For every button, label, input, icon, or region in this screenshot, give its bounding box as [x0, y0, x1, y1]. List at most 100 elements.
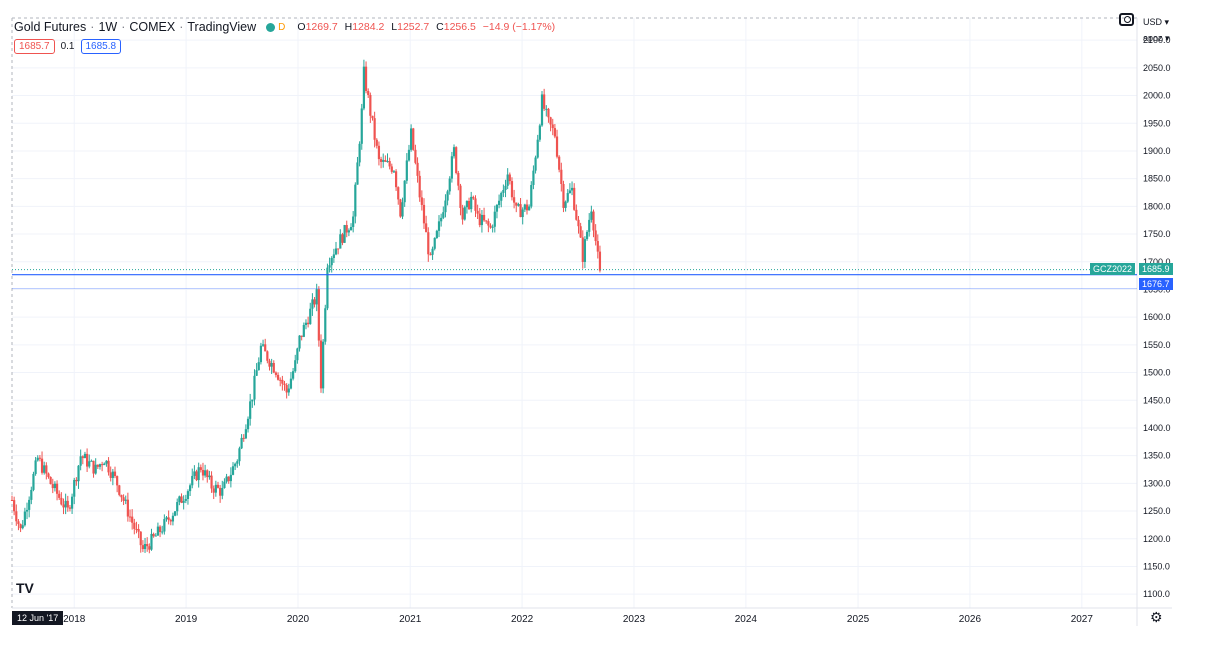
candle-body [307, 322, 310, 325]
interval-label[interactable]: 1W [98, 20, 118, 34]
candle-body [253, 375, 256, 400]
sell-button[interactable]: 1685.7 [14, 39, 55, 54]
candle-body [266, 351, 269, 361]
candle-body [184, 499, 187, 501]
candle-body [156, 526, 160, 536]
candle-body [86, 453, 89, 467]
candle-body [204, 470, 207, 476]
candle-body [581, 237, 584, 262]
candle-body [64, 500, 67, 508]
ohlc-readout: O1269.7 H1284.2 L1252.7 C1256.5 −14.9 (−… [293, 21, 555, 33]
candle-body [28, 499, 31, 510]
candle-body [300, 335, 303, 337]
candle-body [450, 156, 453, 179]
price-tick-label: 1100.0 [1143, 589, 1170, 599]
candle-body [440, 217, 443, 222]
candle-body [201, 469, 205, 476]
candle-body [414, 149, 417, 163]
candle-body [390, 166, 393, 172]
candle-body [21, 525, 24, 529]
candle-body [317, 289, 320, 341]
candle-body [137, 529, 140, 532]
candle-body [364, 66, 368, 92]
candle-body [249, 401, 252, 419]
high-label: H [344, 21, 353, 33]
candle-body [30, 489, 33, 500]
candle-body [523, 204, 526, 210]
candle-body [427, 232, 430, 255]
candle-body [345, 225, 348, 233]
candle-body [257, 362, 260, 371]
header-separator: · [90, 20, 95, 34]
candle-body [431, 248, 434, 255]
candle-body [81, 456, 84, 459]
candle-body [197, 467, 200, 481]
candle-body [264, 344, 267, 352]
candle-body [405, 160, 408, 181]
scale-selector[interactable]: apoz ▾ [1143, 33, 1170, 43]
candle-body [497, 200, 501, 205]
start-date-badge: 12 Jun '17 [12, 611, 64, 625]
candle-body [122, 497, 125, 501]
candle-body [337, 248, 340, 250]
gear-icon[interactable]: ⚙ [1150, 609, 1163, 625]
close-value: 1256.5 [443, 21, 476, 33]
candle-body [246, 418, 250, 430]
time-tick-label: 2020 [287, 614, 310, 625]
candle-body [540, 94, 544, 126]
candle-body [590, 211, 593, 220]
candle-body [158, 526, 162, 533]
candle-body [594, 230, 597, 242]
chart-header: Gold Futures · 1W · COMEX · TradingView … [14, 18, 555, 36]
candle-body [386, 161, 389, 163]
candle-body [371, 115, 374, 119]
candle-body [508, 174, 511, 182]
candle-body [392, 171, 396, 173]
buy-button[interactable]: 1685.8 [80, 39, 122, 54]
candle-body [143, 544, 147, 550]
candle-body [79, 456, 82, 466]
price-tick-label: 1200.0 [1143, 534, 1171, 544]
candle-body [182, 500, 185, 503]
price-tick-label: 1900.0 [1143, 146, 1171, 156]
candle-body [463, 207, 466, 220]
candle-body [313, 299, 316, 305]
price-tick-label: 1450.0 [1143, 395, 1171, 405]
candle-body [562, 184, 565, 208]
candle-body [193, 471, 196, 476]
candle-body [120, 494, 123, 498]
symbol-name[interactable]: Gold Futures [14, 20, 87, 34]
candle-body [244, 429, 247, 439]
candle-body [77, 465, 80, 482]
candle-body [223, 481, 226, 489]
candle-body [73, 479, 76, 497]
candle-body [171, 515, 175, 522]
candle-body [315, 289, 318, 305]
price-tick-label: 1550.0 [1143, 340, 1171, 350]
currency-selector[interactable]: USD ▾ [1143, 17, 1170, 27]
price-tick-label: 1400.0 [1143, 423, 1171, 433]
candle-body [457, 172, 460, 186]
candle-body [534, 157, 537, 171]
candle-body [502, 189, 505, 193]
time-tick-label: 2022 [511, 614, 534, 625]
time-tick-label: 2023 [623, 614, 646, 625]
candle-body [583, 239, 587, 262]
tradingview-logo-icon[interactable]: TV [16, 580, 34, 596]
candle-body [491, 226, 494, 228]
candle-body [208, 475, 211, 478]
camera-icon[interactable] [1119, 13, 1134, 26]
candle-body [328, 265, 331, 268]
candle-body [397, 187, 400, 200]
time-tick-label: 2018 [63, 614, 86, 625]
candle-body [206, 470, 209, 478]
candle-body [126, 499, 129, 517]
candle-body [446, 191, 449, 201]
candle-body [32, 473, 35, 490]
header-separator: · [121, 20, 126, 34]
candle-body [154, 535, 157, 537]
candle-body [128, 516, 132, 518]
candle-body [407, 149, 411, 161]
